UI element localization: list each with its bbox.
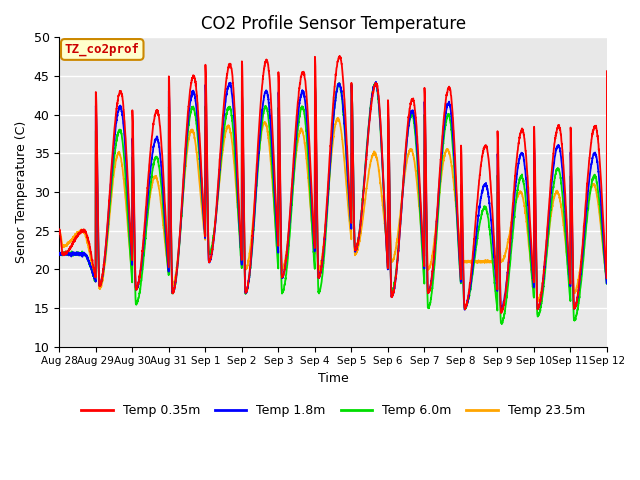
Y-axis label: Senor Temperature (C): Senor Temperature (C) (15, 121, 28, 263)
X-axis label: Time: Time (317, 372, 349, 385)
Text: TZ_co2prof: TZ_co2prof (65, 43, 140, 56)
Legend: Temp 0.35m, Temp 1.8m, Temp 6.0m, Temp 23.5m: Temp 0.35m, Temp 1.8m, Temp 6.0m, Temp 2… (76, 399, 590, 422)
Title: CO2 Profile Sensor Temperature: CO2 Profile Sensor Temperature (200, 15, 466, 33)
